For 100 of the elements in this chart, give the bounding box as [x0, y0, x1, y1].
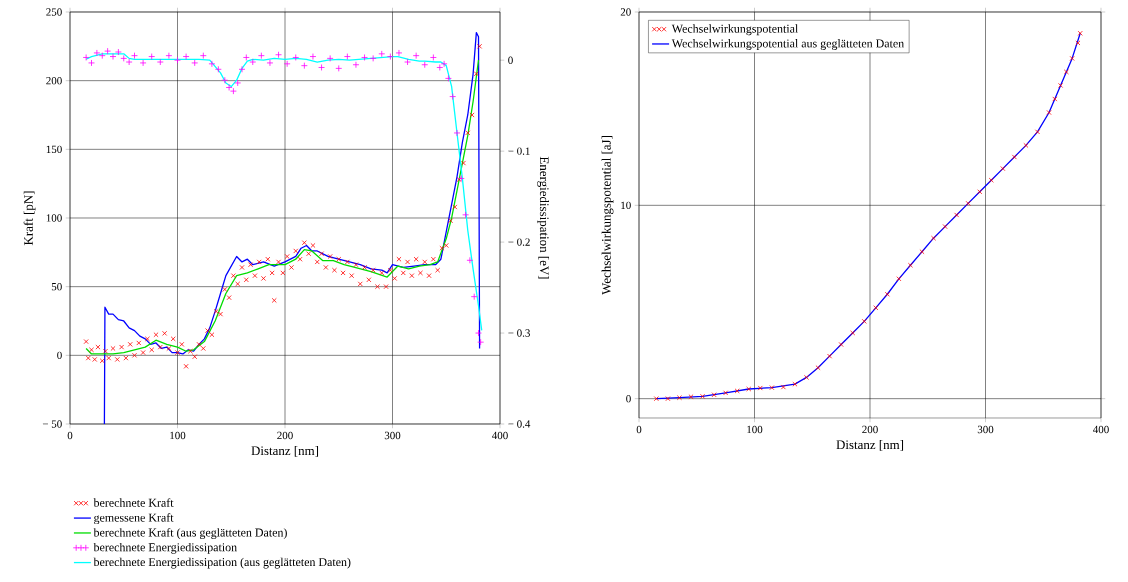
point — [114, 48, 122, 56]
legend-label: Wechselwirkungspotential — [671, 24, 799, 36]
point — [723, 390, 729, 396]
point — [769, 385, 775, 391]
point — [208, 60, 216, 68]
point — [88, 59, 95, 67]
y2-tick-label: − 0.4 — [508, 420, 531, 428]
point — [449, 93, 457, 100]
point — [453, 129, 461, 137]
point — [318, 64, 325, 71]
point — [352, 61, 360, 69]
point — [165, 52, 173, 60]
point — [421, 61, 429, 69]
y-tick-label: 150 — [46, 145, 62, 154]
y2-axis-title: Energiedissipation [eV] — [537, 156, 550, 279]
point — [792, 381, 798, 387]
point — [131, 52, 138, 60]
x-tick-label: 100 — [170, 431, 186, 440]
point — [429, 54, 437, 61]
point — [1011, 154, 1017, 160]
point — [361, 54, 368, 61]
point — [257, 52, 265, 60]
y-tick-label: 250 — [46, 8, 62, 16]
point — [780, 384, 786, 390]
point — [182, 53, 190, 60]
point — [827, 353, 833, 359]
point — [1058, 82, 1064, 88]
point — [884, 291, 890, 297]
point — [275, 51, 282, 59]
y2-tick-label: − 0.3 — [508, 329, 530, 337]
point — [470, 293, 478, 301]
point — [734, 388, 740, 394]
y2-tick-label: − 0.1 — [508, 147, 530, 155]
point — [386, 53, 394, 60]
point — [907, 262, 913, 268]
legend-label: gemessene Kraft — [94, 513, 174, 525]
x-axis-title: Distanz [nm] — [251, 446, 319, 457]
point — [954, 212, 960, 218]
y2-tick-label: − 0.2 — [508, 238, 530, 246]
point — [104, 47, 112, 55]
legend-label: berechnete Energiedissipation (aus geglätteten Daten) — [93, 557, 351, 569]
point — [191, 59, 199, 67]
point — [238, 65, 246, 73]
point — [466, 256, 474, 264]
point — [700, 393, 706, 399]
point — [225, 84, 233, 91]
point — [156, 58, 164, 66]
point — [242, 54, 250, 61]
point — [711, 392, 717, 398]
x-tick-label: 100 — [747, 425, 763, 434]
y2-tick-label: 0 — [508, 56, 513, 64]
point — [1046, 110, 1052, 116]
point — [266, 59, 274, 67]
point — [462, 211, 469, 219]
point — [412, 52, 420, 60]
point — [148, 53, 156, 60]
point — [988, 177, 994, 183]
point — [803, 374, 809, 380]
point — [965, 200, 971, 206]
point — [815, 365, 821, 371]
y-tick-label: 20 — [620, 8, 631, 16]
point — [404, 58, 411, 66]
point — [369, 54, 377, 62]
point — [234, 79, 242, 87]
legend-label: berechnete Kraft — [93, 498, 174, 507]
y-tick-label: 100 — [46, 214, 62, 222]
point — [1000, 166, 1006, 172]
point — [395, 49, 403, 57]
point — [850, 330, 856, 336]
point — [1063, 69, 1069, 75]
y-tick-label: 10 — [621, 201, 631, 210]
point — [309, 53, 317, 60]
y-tick-label: − 50 — [42, 420, 62, 428]
x-tick-label: 0 — [636, 425, 642, 434]
point — [653, 396, 659, 402]
point — [1069, 55, 1075, 61]
point — [378, 50, 386, 58]
point — [1075, 40, 1081, 46]
point — [757, 385, 763, 391]
point — [174, 56, 181, 64]
x-tick-label: 200 — [862, 425, 878, 434]
point — [343, 53, 351, 60]
point — [440, 60, 448, 68]
y-tick-label: 0 — [626, 394, 631, 403]
x-tick-label: 300 — [977, 425, 994, 434]
point — [139, 59, 147, 67]
point — [1052, 96, 1058, 102]
point — [249, 58, 257, 66]
point — [221, 76, 229, 84]
point — [931, 235, 937, 241]
x-tick-label: 400 — [492, 431, 508, 440]
point — [942, 224, 948, 230]
point — [283, 60, 291, 68]
point — [436, 64, 444, 71]
point — [688, 394, 694, 400]
legend-label: berechnete Energiedissipation — [93, 542, 237, 554]
y-tick-label: 50 — [51, 282, 62, 291]
y-tick-label: 0 — [57, 351, 62, 360]
point — [873, 305, 879, 311]
x-tick-label: 0 — [67, 431, 73, 440]
